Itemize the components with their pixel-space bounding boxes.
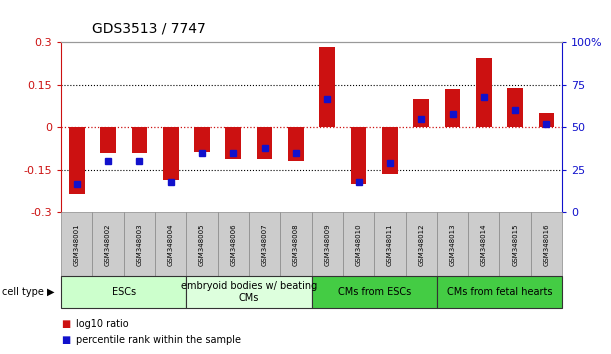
Bar xyxy=(374,212,406,276)
Text: ■: ■ xyxy=(61,319,70,329)
Bar xyxy=(186,276,312,308)
Bar xyxy=(225,127,241,159)
Bar xyxy=(406,212,437,276)
Bar xyxy=(351,127,367,184)
Bar xyxy=(531,212,562,276)
Bar xyxy=(382,127,398,174)
Bar xyxy=(500,212,531,276)
Text: GSM348001: GSM348001 xyxy=(74,223,80,266)
Bar xyxy=(507,88,523,127)
Bar xyxy=(437,276,562,308)
Bar xyxy=(437,212,468,276)
Bar xyxy=(414,99,429,127)
Text: GSM348008: GSM348008 xyxy=(293,223,299,266)
Text: cell type ▶: cell type ▶ xyxy=(2,287,55,297)
Bar xyxy=(539,113,554,127)
Bar xyxy=(312,212,343,276)
Bar xyxy=(218,212,249,276)
Text: CMs from fetal hearts: CMs from fetal hearts xyxy=(447,287,552,297)
Bar xyxy=(476,58,492,127)
Text: GSM348015: GSM348015 xyxy=(512,223,518,266)
Bar xyxy=(131,127,147,153)
Text: GSM348004: GSM348004 xyxy=(167,223,174,266)
Bar xyxy=(320,47,335,127)
Text: GSM348007: GSM348007 xyxy=(262,223,268,266)
Bar xyxy=(280,212,312,276)
Text: CMs from ESCs: CMs from ESCs xyxy=(338,287,411,297)
Bar xyxy=(61,212,92,276)
Bar xyxy=(343,212,375,276)
Text: GSM348009: GSM348009 xyxy=(324,223,331,266)
Text: GSM348006: GSM348006 xyxy=(230,223,236,266)
Bar xyxy=(163,127,178,180)
Bar xyxy=(92,212,123,276)
Text: embryoid bodies w/ beating
CMs: embryoid bodies w/ beating CMs xyxy=(181,281,317,303)
Bar xyxy=(155,212,186,276)
Text: percentile rank within the sample: percentile rank within the sample xyxy=(76,335,241,345)
Text: GSM348005: GSM348005 xyxy=(199,223,205,266)
Bar xyxy=(312,276,437,308)
Text: log10 ratio: log10 ratio xyxy=(76,319,129,329)
Bar xyxy=(194,127,210,152)
Bar xyxy=(186,212,218,276)
Bar xyxy=(61,276,186,308)
Text: GDS3513 / 7747: GDS3513 / 7747 xyxy=(92,21,205,35)
Text: GSM348002: GSM348002 xyxy=(105,223,111,266)
Text: GSM348011: GSM348011 xyxy=(387,223,393,266)
Bar xyxy=(249,212,280,276)
Text: GSM348014: GSM348014 xyxy=(481,223,487,266)
Text: GSM348016: GSM348016 xyxy=(543,223,549,266)
Text: GSM348010: GSM348010 xyxy=(356,223,362,266)
Bar xyxy=(257,127,273,159)
Bar xyxy=(445,89,460,127)
Text: GSM348003: GSM348003 xyxy=(136,223,142,266)
Text: GSM348013: GSM348013 xyxy=(450,223,456,266)
Text: ESCs: ESCs xyxy=(112,287,136,297)
Bar xyxy=(468,212,500,276)
Bar xyxy=(100,127,116,153)
Bar xyxy=(288,127,304,161)
Bar xyxy=(123,212,155,276)
Bar xyxy=(69,127,84,194)
Text: ■: ■ xyxy=(61,335,70,345)
Text: GSM348012: GSM348012 xyxy=(418,223,424,266)
